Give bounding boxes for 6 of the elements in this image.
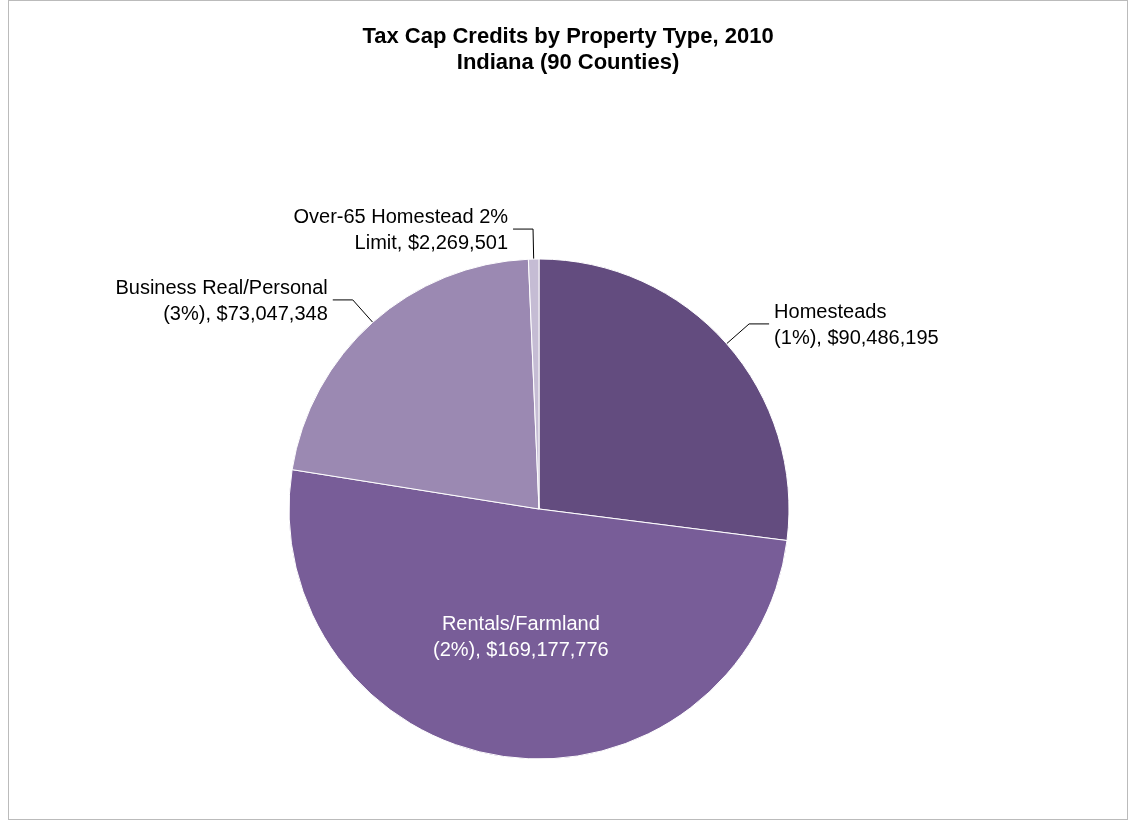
slice-label: Business Real/Personal (3%), $73,047,348 (115, 275, 328, 324)
chart-title: Tax Cap Credits by Property Type, 2010 (362, 22, 774, 48)
slice-label: Over-65 Homestead 2% Limit, $2,269,501 (293, 205, 509, 254)
chart-subtitle: Indiana (90 Counties) (456, 48, 680, 74)
slice-label: Rentals/Farmland (2%), $169,177,776 (433, 611, 609, 660)
slice-label: Homesteads (1%), $90,486,195 (774, 299, 939, 348)
